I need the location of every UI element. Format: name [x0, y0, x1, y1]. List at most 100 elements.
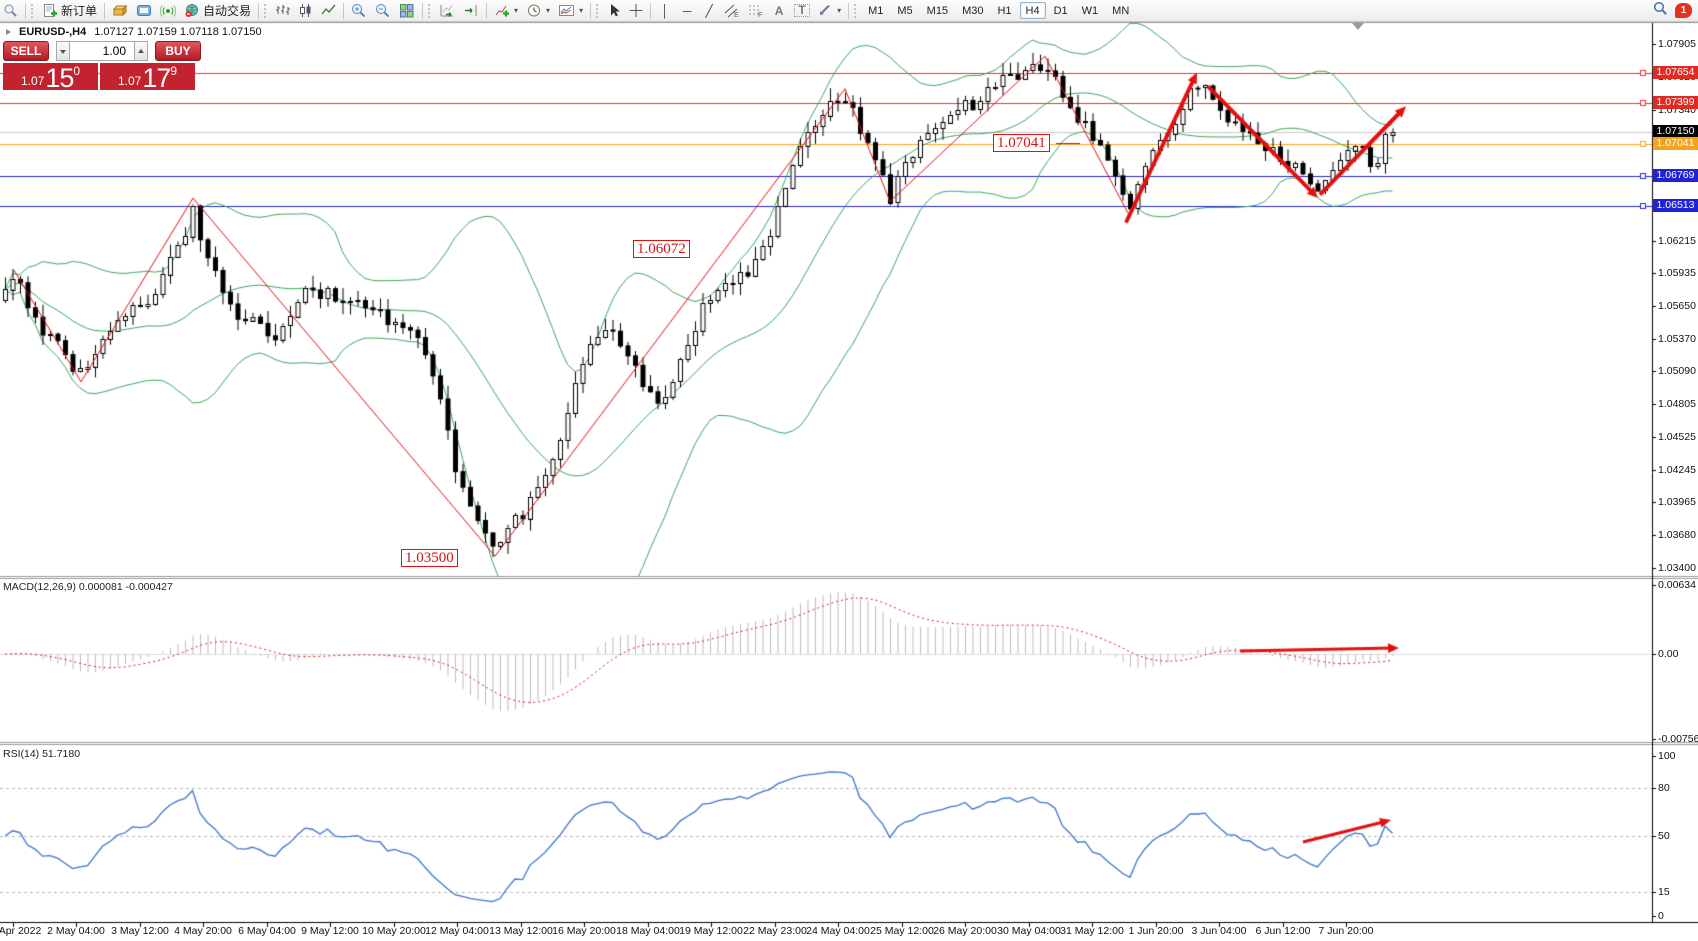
text-icon: A	[774, 3, 784, 18]
symbol-period-label: EURUSD-,H4	[19, 26, 87, 38]
rsi-tick-label: 100	[1658, 750, 1676, 762]
crosshair-button[interactable]	[625, 1, 647, 20]
price-annotation[interactable]: 1.07041	[993, 134, 1050, 152]
sell-price-button[interactable]: 1.07 15 0	[3, 63, 98, 92]
candlestick-chart-button[interactable]	[294, 1, 317, 20]
macd-tick-label: -0.007563	[1658, 733, 1698, 745]
cursor-button[interactable]	[603, 1, 625, 20]
timeframe-m15[interactable]: M15	[921, 2, 954, 19]
gold-box-icon	[112, 4, 128, 17]
price-tick-label: 1.05090	[1658, 365, 1696, 378]
timeframe-w1[interactable]: W1	[1076, 2, 1105, 19]
sell-button[interactable]: SELL	[3, 41, 49, 61]
sell-price-prefix: 1.07	[20, 74, 45, 88]
date-tick-label: 3 May 12:00	[111, 925, 169, 937]
indicators-button[interactable]: ▾	[490, 1, 522, 20]
trendline-icon: ╱	[705, 3, 713, 18]
zoom-out-icon	[376, 4, 390, 18]
text-label-icon: T	[794, 4, 811, 17]
timeframe-m5[interactable]: M5	[891, 2, 918, 19]
arrows-button[interactable]: ▾	[814, 1, 845, 20]
date-tick-label: 2 May 04:00	[47, 925, 105, 937]
date-tick-label: 29 Apr 2022	[0, 925, 42, 937]
price-annotation[interactable]: 1.03500	[401, 549, 458, 567]
timeframe-h1[interactable]: H1	[991, 2, 1017, 19]
vertical-line-icon: │	[661, 3, 669, 18]
notification-badge[interactable]: 1	[1675, 3, 1692, 18]
price-tick-label: 1.04805	[1658, 398, 1696, 411]
macd-indicator-label: MACD(12,26,9) 0.000081 -0.000427	[3, 581, 173, 593]
sell-price-sup: 0	[73, 64, 81, 78]
price-tick-label: 1.04525	[1658, 431, 1696, 444]
tile-windows-button[interactable]	[395, 1, 419, 20]
volume-input[interactable]	[70, 41, 134, 61]
chart-title: EURUSD-,H4 1.07127 1.07159 1.07118 1.071…	[6, 26, 262, 38]
buy-price-big: 17	[142, 63, 171, 93]
horizontal-line-icon: ─	[682, 3, 692, 18]
date-tick-label: 25 May 12:00	[870, 925, 934, 937]
triangle-up-icon	[138, 46, 144, 53]
macd-tick-label: 0.00	[1658, 648, 1679, 660]
zoom-in-button[interactable]	[347, 1, 371, 20]
line-chart-button[interactable]	[317, 1, 340, 20]
pane-marker-icon	[1352, 23, 1364, 36]
text-label-button[interactable]: T	[790, 1, 814, 20]
bar-chart-button[interactable]	[271, 1, 294, 20]
text-button[interactable]: A	[768, 1, 790, 20]
date-tick-label: 19 May 12:00	[679, 925, 743, 937]
date-tick-label: 12 May 04:00	[425, 925, 489, 937]
date-tick-label: 30 May 04:00	[997, 925, 1061, 937]
trendline-button[interactable]: ╱	[698, 1, 720, 20]
price-badge: 1.06513	[1653, 198, 1698, 212]
vertical-line-button[interactable]: │	[654, 1, 676, 20]
timeframe-mn[interactable]: MN	[1106, 2, 1135, 19]
new-order-button[interactable]: 新订单	[38, 1, 101, 20]
buy-price-button[interactable]: 1.07 17 9	[100, 63, 195, 93]
price-tick-label: 1.07905	[1658, 38, 1696, 50]
price-badge: 1.07654	[1653, 66, 1698, 80]
auto-scroll-button[interactable]	[435, 1, 459, 20]
signals-button[interactable]	[156, 1, 180, 20]
auto-trading-button[interactable]: 自动交易	[180, 1, 255, 20]
horizontal-line-button[interactable]: ─	[676, 1, 698, 20]
fibonacci-button[interactable]: F	[744, 1, 768, 20]
chevron-down-icon: ▾	[546, 6, 551, 15]
price-tick-label: 1.06215	[1658, 234, 1696, 247]
price-annotation[interactable]: 1.06072	[633, 240, 690, 258]
market-watch-button[interactable]	[108, 1, 132, 20]
date-tick-label: 26 May 20:00	[933, 925, 997, 937]
templates-button[interactable]: ▾	[554, 1, 587, 20]
add-indicator-icon	[495, 5, 510, 17]
volume-increase-button[interactable]	[134, 41, 148, 61]
svg-text:E: E	[734, 12, 739, 18]
zoom-out-button[interactable]	[371, 1, 395, 20]
clock-icon	[528, 4, 541, 17]
periods-button[interactable]: ▾	[522, 1, 554, 20]
buy-button[interactable]: BUY	[155, 41, 201, 61]
date-tick-label: 1 Jun 20:00	[1128, 925, 1184, 937]
date-tick-label: 4 May 20:00	[174, 925, 232, 937]
chevron-down-icon: ▾	[514, 6, 519, 15]
zoom-in-icon	[352, 4, 366, 18]
data-window-button[interactable]	[132, 1, 156, 20]
svg-text:F: F	[758, 12, 762, 18]
one-click-trading-panel: SELL BUY 1.07 15 0 1.07 17 9	[3, 41, 201, 93]
date-tick-label: 13 May 12:00	[489, 925, 553, 937]
volume-decrease-button[interactable]	[56, 41, 70, 61]
date-tick-label: 31 May 12:00	[1060, 925, 1124, 937]
rsi-tick-label: 0	[1658, 910, 1664, 922]
timeframe-m1[interactable]: M1	[862, 2, 889, 19]
chart-shift-button[interactable]	[459, 1, 483, 20]
cursor-icon	[611, 4, 621, 17]
price-tick-label: 1.05650	[1658, 300, 1696, 313]
channel-button[interactable]: E	[720, 1, 744, 20]
price-badge: 1.07150	[1653, 124, 1698, 138]
timeframe-h4[interactable]: H4	[1019, 2, 1046, 19]
equidistant-channel-icon: E	[724, 4, 739, 18]
timeframe-m30[interactable]: M30	[956, 2, 989, 19]
timeframe-d1[interactable]: D1	[1048, 2, 1074, 19]
search-icon[interactable]	[1653, 1, 1668, 21]
date-tick-label: 6 Jun 12:00	[1255, 925, 1311, 937]
date-tick-label: 6 May 04:00	[238, 925, 296, 937]
